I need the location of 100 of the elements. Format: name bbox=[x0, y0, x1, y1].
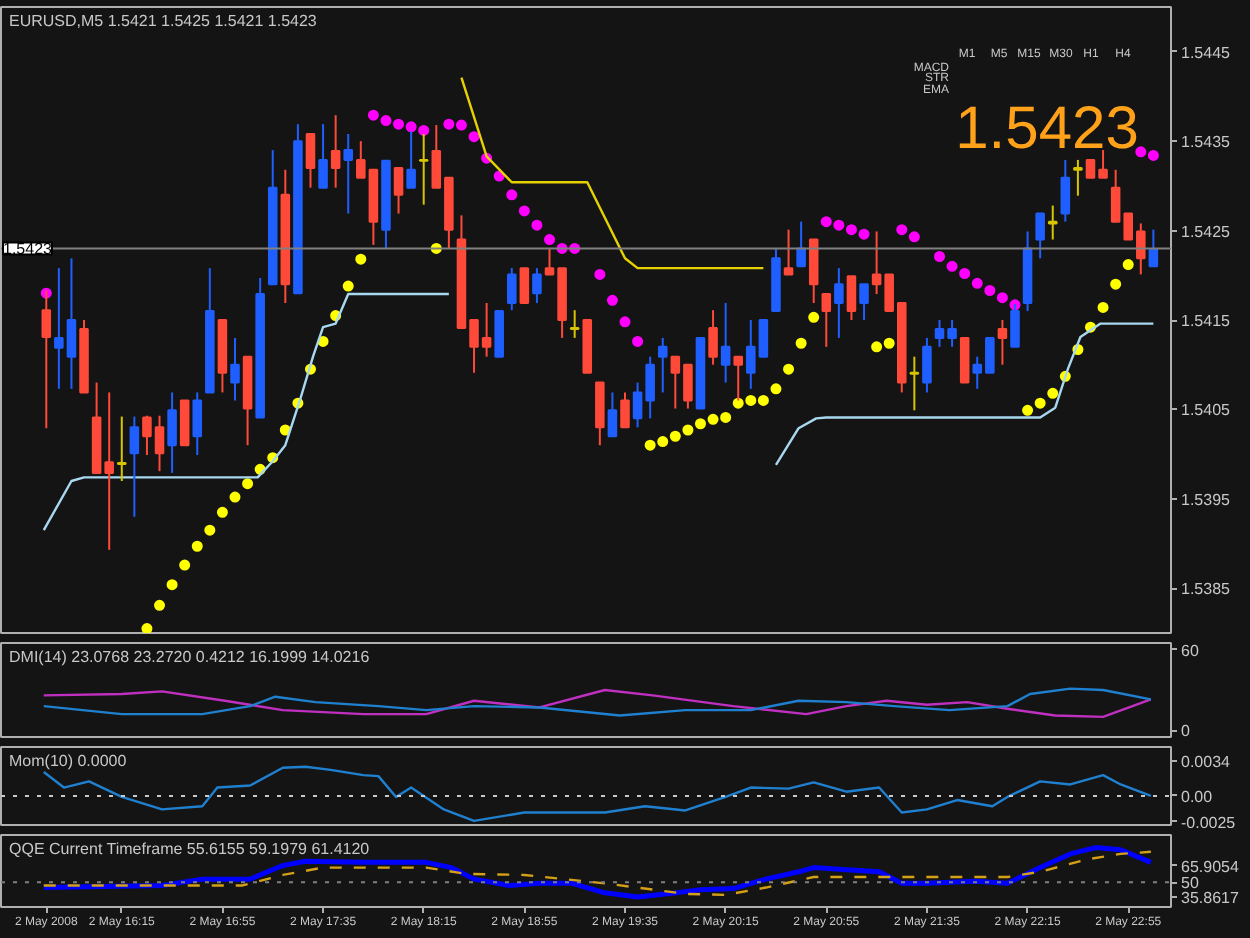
point bbox=[141, 623, 153, 633]
point bbox=[757, 394, 769, 406]
point bbox=[355, 253, 367, 265]
point bbox=[657, 436, 669, 448]
candlestick bbox=[595, 381, 605, 447]
candlestick bbox=[167, 391, 177, 474]
ref-line-label: 1.5423 bbox=[3, 240, 54, 259]
point bbox=[1047, 387, 1059, 399]
point bbox=[154, 599, 166, 611]
point bbox=[871, 341, 883, 353]
y-tick-label: 0 bbox=[1181, 722, 1191, 741]
point bbox=[883, 337, 895, 349]
point bbox=[544, 234, 556, 246]
point bbox=[443, 118, 455, 130]
candlestick bbox=[708, 309, 718, 366]
point bbox=[531, 219, 543, 231]
y-tick-label: 50 bbox=[1181, 874, 1200, 893]
point bbox=[858, 228, 870, 240]
candlestick bbox=[922, 336, 932, 394]
candlestick bbox=[859, 283, 869, 321]
point bbox=[971, 277, 983, 289]
candlestick bbox=[720, 302, 731, 384]
point bbox=[720, 411, 732, 423]
candlestick bbox=[1060, 158, 1071, 223]
candlestick bbox=[330, 114, 341, 189]
point bbox=[418, 124, 430, 136]
point bbox=[405, 121, 417, 133]
y-tick-label: 65.9054 bbox=[1181, 857, 1240, 876]
point bbox=[393, 118, 405, 130]
point bbox=[594, 268, 606, 280]
point bbox=[242, 478, 254, 490]
point bbox=[619, 316, 631, 328]
candlestick bbox=[657, 336, 668, 394]
point bbox=[179, 559, 191, 571]
point bbox=[732, 397, 744, 409]
candlestick bbox=[909, 355, 920, 412]
point bbox=[1110, 278, 1122, 290]
y-tick-label: 1.5445 bbox=[1181, 43, 1232, 62]
y-tick-label: 1.5425 bbox=[1181, 222, 1232, 241]
point bbox=[682, 424, 694, 436]
candlestick bbox=[305, 132, 316, 189]
y-tick-label: 1.5385 bbox=[1181, 580, 1232, 599]
point bbox=[820, 216, 832, 228]
candlestick bbox=[997, 319, 1008, 366]
y-tick-label: 0.0034 bbox=[1181, 752, 1232, 771]
y-tick-label: 1.5435 bbox=[1181, 133, 1232, 152]
point bbox=[1022, 404, 1034, 416]
candlestick bbox=[318, 123, 328, 189]
point bbox=[229, 491, 241, 503]
candlestick bbox=[607, 391, 618, 438]
candlestick bbox=[569, 309, 580, 339]
point bbox=[959, 268, 971, 279]
point bbox=[833, 219, 845, 231]
point bbox=[166, 579, 178, 591]
candlestick bbox=[519, 267, 530, 305]
point bbox=[1147, 149, 1159, 161]
point bbox=[506, 189, 518, 201]
annotation: 1.5423 bbox=[955, 96, 1139, 162]
point bbox=[367, 109, 379, 121]
candlestick bbox=[834, 267, 844, 339]
candlestick bbox=[117, 415, 127, 482]
y-tick-label: 60 bbox=[1181, 641, 1200, 660]
candlestick bbox=[808, 238, 819, 305]
point bbox=[996, 292, 1008, 304]
point bbox=[380, 115, 392, 127]
y-tick-label: 1.5405 bbox=[1181, 401, 1232, 420]
candlestick bbox=[796, 220, 806, 268]
candlestick bbox=[783, 228, 794, 276]
candlestick bbox=[1035, 212, 1045, 260]
point bbox=[606, 294, 618, 306]
point bbox=[632, 335, 644, 347]
candlestick bbox=[129, 415, 140, 518]
candlestick bbox=[230, 336, 240, 402]
chart-title: Mom(10) 0.0000 bbox=[9, 752, 128, 770]
point bbox=[934, 251, 946, 262]
candlestick bbox=[1148, 228, 1159, 268]
point bbox=[204, 524, 216, 536]
point bbox=[518, 205, 530, 217]
point bbox=[795, 337, 807, 349]
point bbox=[984, 285, 996, 296]
y-tick-label: 0.00 bbox=[1181, 787, 1214, 806]
point bbox=[191, 540, 203, 552]
point bbox=[216, 506, 228, 518]
chart-title: DMI(14) 23.0768 23.2720 0.4212 16.1999 14.0216 bbox=[9, 648, 371, 666]
candlestick bbox=[343, 132, 353, 215]
point bbox=[707, 413, 719, 425]
point bbox=[1097, 301, 1109, 313]
point bbox=[745, 394, 757, 406]
candlestick bbox=[959, 336, 970, 384]
point bbox=[468, 131, 480, 143]
point bbox=[908, 231, 920, 243]
candlestick bbox=[179, 399, 190, 447]
point bbox=[896, 224, 908, 236]
point bbox=[808, 311, 820, 323]
candlestick bbox=[1073, 158, 1083, 197]
candlestick bbox=[393, 166, 404, 215]
line-series bbox=[460, 76, 765, 270]
point bbox=[1034, 397, 1046, 409]
point bbox=[342, 280, 354, 292]
point bbox=[783, 363, 795, 375]
